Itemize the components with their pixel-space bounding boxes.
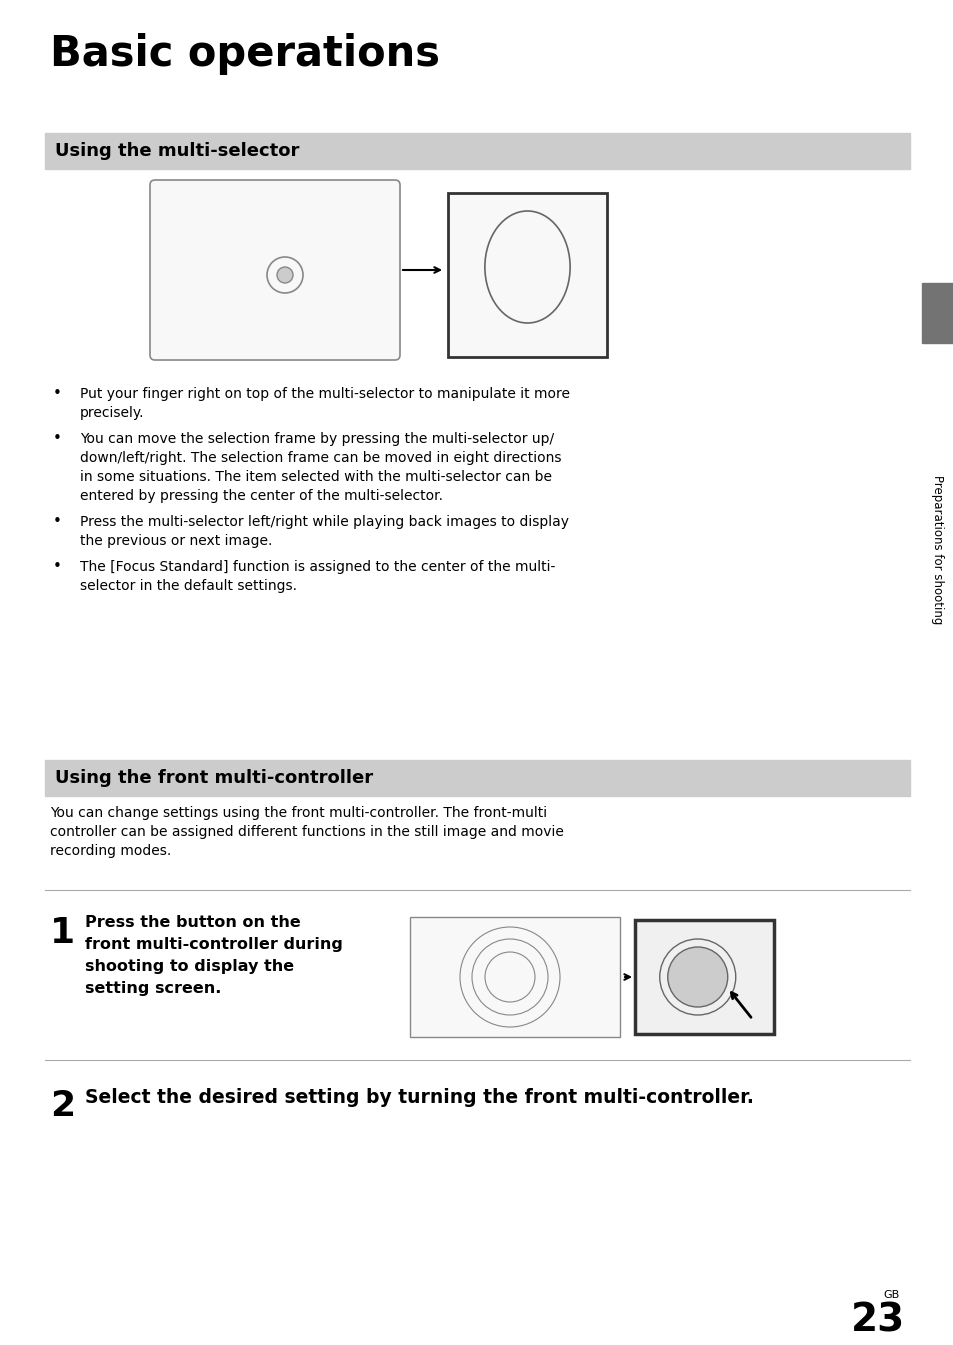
Text: •: • xyxy=(53,560,62,574)
Text: the previous or next image.: the previous or next image. xyxy=(80,534,273,547)
Text: Select the desired setting by turning the front multi-controller.: Select the desired setting by turning th… xyxy=(85,1088,753,1107)
Text: Press the multi-selector left/right while playing back images to display: Press the multi-selector left/right whil… xyxy=(80,515,568,529)
Text: setting screen.: setting screen. xyxy=(85,981,221,997)
Circle shape xyxy=(667,947,727,1007)
Bar xyxy=(45,133,909,169)
Bar xyxy=(410,917,619,1037)
Text: 1: 1 xyxy=(50,916,75,950)
Text: •: • xyxy=(53,386,62,401)
Text: Basic operations: Basic operations xyxy=(50,34,439,75)
Text: entered by pressing the center of the multi-selector.: entered by pressing the center of the mu… xyxy=(80,488,442,503)
Bar xyxy=(921,282,953,343)
Text: You can move the selection frame by pressing the multi-selector up/: You can move the selection frame by pres… xyxy=(80,432,554,445)
Text: 23: 23 xyxy=(850,1302,904,1340)
FancyBboxPatch shape xyxy=(635,920,773,1034)
Text: precisely.: precisely. xyxy=(80,406,144,420)
Text: •: • xyxy=(53,430,62,445)
Text: down/left/right. The selection frame can be moved in eight directions: down/left/right. The selection frame can… xyxy=(80,451,561,465)
Text: GB: GB xyxy=(882,1290,899,1301)
Text: Using the multi-selector: Using the multi-selector xyxy=(55,143,299,160)
Text: Put your finger right on top of the multi-selector to manipulate it more: Put your finger right on top of the mult… xyxy=(80,387,569,401)
Text: selector in the default settings.: selector in the default settings. xyxy=(80,578,296,593)
Bar xyxy=(45,760,909,796)
Text: Preparations for shooting: Preparations for shooting xyxy=(930,475,943,624)
Text: in some situations. The item selected with the multi-selector can be: in some situations. The item selected wi… xyxy=(80,469,552,484)
FancyBboxPatch shape xyxy=(150,180,399,360)
Text: Using the front multi-controller: Using the front multi-controller xyxy=(55,769,373,787)
Text: You can change settings using the front multi-controller. The front-multi: You can change settings using the front … xyxy=(50,806,547,820)
FancyBboxPatch shape xyxy=(448,192,606,356)
Text: •: • xyxy=(53,514,62,529)
Text: 2: 2 xyxy=(50,1089,75,1123)
Text: front multi-controller during: front multi-controller during xyxy=(85,937,342,952)
Text: controller can be assigned different functions in the still image and movie: controller can be assigned different fun… xyxy=(50,824,563,839)
Text: Press the button on the: Press the button on the xyxy=(85,915,300,929)
Circle shape xyxy=(276,268,293,282)
Text: recording modes.: recording modes. xyxy=(50,843,172,858)
Text: shooting to display the: shooting to display the xyxy=(85,959,294,974)
Text: The [Focus Standard] function is assigned to the center of the multi-: The [Focus Standard] function is assigne… xyxy=(80,560,555,574)
